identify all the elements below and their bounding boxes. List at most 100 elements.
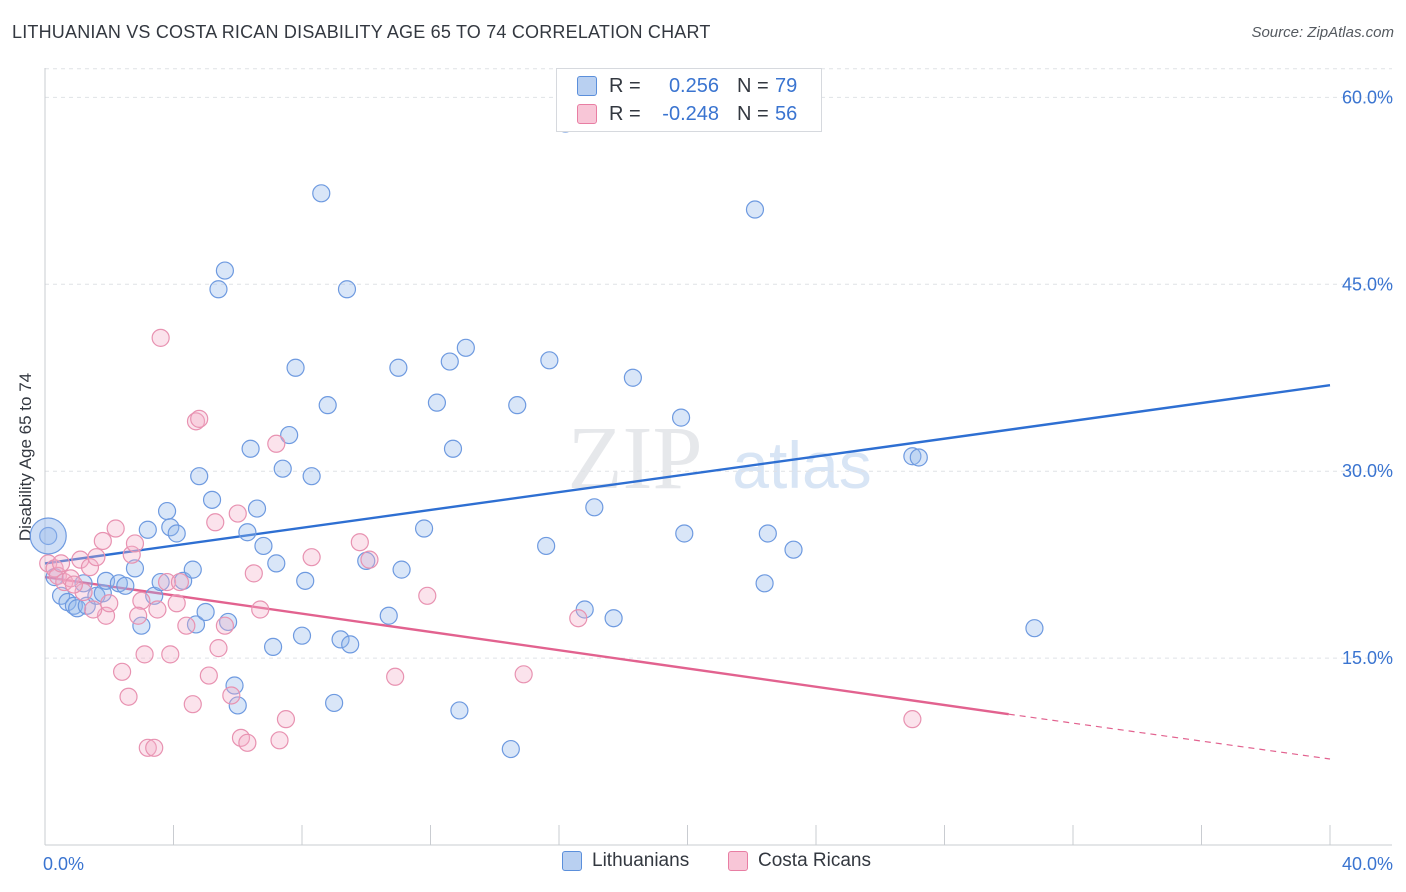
legend-r-value: 0.256 [668,74,719,97]
data-point [51,554,71,573]
data-point [302,467,321,486]
legend-swatch-costa-ricans [577,104,597,124]
watermark: ZIP atlas [568,409,872,508]
data-point [1025,619,1044,638]
data-point [350,533,369,552]
legend-n-label: N = [737,74,769,97]
data-point [215,261,234,280]
legend-r-label: R = [609,102,641,125]
data-point [186,615,206,634]
data-point [280,425,299,445]
data-point [251,600,270,619]
data-point [276,710,296,729]
data-point [254,536,273,556]
data-point-large [29,517,67,555]
trend-line-extension [1008,713,1331,760]
y-tick-label: 45.0% [1342,274,1393,294]
legend-r-value: -0.248 [662,102,719,125]
trend-lines [44,384,1331,760]
data-point [386,667,405,686]
trend-line [44,575,1009,716]
data-point [64,596,84,615]
data-point [325,693,344,713]
data-point [508,396,527,415]
data-point [112,662,132,681]
data-point [501,739,520,759]
data-point [177,616,196,635]
data-point [623,368,642,387]
data-point [389,358,408,377]
data-point [392,560,411,579]
data-points [29,114,1044,759]
legend-swatch-lithuanians [577,76,597,96]
data-point [784,540,803,559]
y-tick-label: 30.0% [1342,461,1393,481]
data-point [222,686,241,705]
data-point [170,572,190,592]
data-point [167,524,186,543]
data-point [190,409,209,428]
data-point [341,635,360,654]
data-point [190,467,209,486]
data-point [209,280,228,299]
bottom-legend-label-lithuanians: Lithuanians [592,850,690,871]
bottom-legend-swatch-lithuanians [562,851,582,871]
data-point [80,558,100,577]
data-point [267,434,286,453]
data-point [238,733,257,752]
data-point [241,439,260,458]
data-point [186,412,206,431]
data-point [273,459,292,478]
data-point [443,439,463,458]
data-point [199,666,218,685]
data-point [138,520,157,539]
legend-n-value: 56 [775,102,798,125]
data-point [292,626,312,645]
data-point [196,602,215,622]
data-point [286,358,305,377]
data-point [267,554,286,573]
legend: R = 0.256 N = 79 R = -0.248 N = 56 [556,68,822,132]
data-point [151,572,170,592]
data-point [122,545,141,564]
data-point [671,408,691,427]
data-point [540,351,559,370]
data-point [202,490,222,509]
data-point [125,534,145,553]
data-point [427,393,447,412]
data-point [206,513,225,532]
data-point [758,524,777,543]
data-point [135,645,154,664]
x-tick-label: 40.0% [1342,854,1393,874]
data-point [215,616,234,635]
bottom-legend-costa-ricans: Costa Ricans [728,850,871,872]
data-point [675,524,694,543]
data-point [604,609,623,628]
data-point [909,448,928,467]
chart-title: LITHUANIAN VS COSTA RICAN DISABILITY AGE… [12,22,711,42]
data-point [537,536,556,556]
data-point [585,498,604,517]
data-point [414,519,434,538]
data-point [440,352,459,371]
data-point [238,523,257,542]
data-point [138,738,157,757]
data-point [312,184,331,203]
data-point [84,600,103,619]
x-tick-label: 0.0% [43,854,84,874]
axes [44,68,1392,846]
trend-line [44,384,1331,565]
data-point [157,501,177,521]
data-point [514,665,533,684]
y-tick-label: 15.0% [1342,648,1393,668]
data-point [247,499,267,518]
data-point [318,396,337,415]
data-point [209,639,228,658]
data-point [157,572,177,592]
y-tick-label: 60.0% [1342,87,1393,107]
data-point [569,609,588,628]
legend-row-costa-ricans: R = -0.248 N = 56 [577,101,797,127]
data-point [183,695,202,714]
data-point [161,645,180,664]
